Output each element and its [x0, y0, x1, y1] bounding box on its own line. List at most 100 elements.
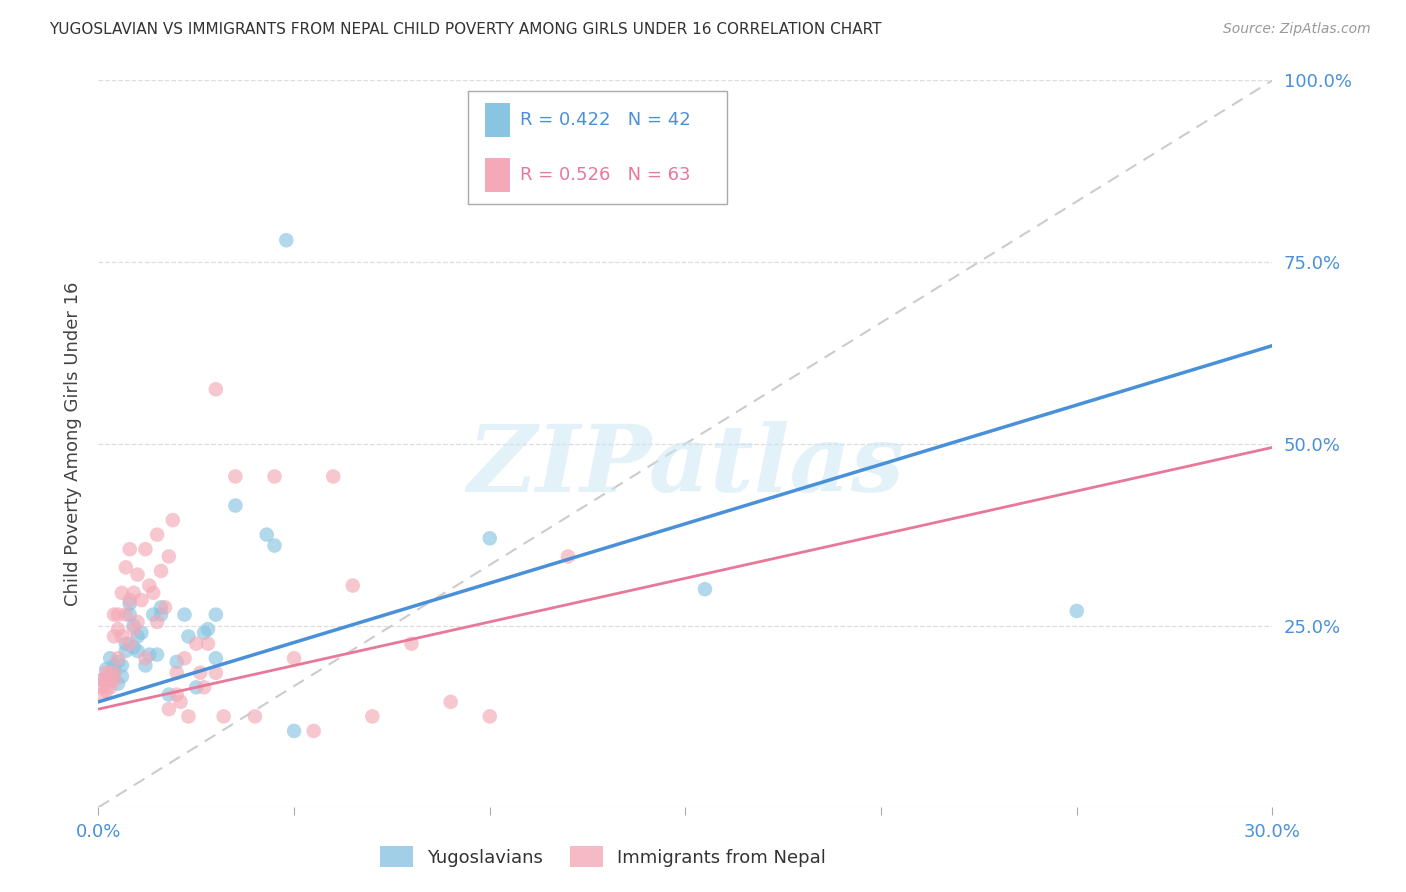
Point — [127, 644, 149, 658]
Point — [131, 625, 153, 640]
Point — [157, 702, 180, 716]
Point — [157, 549, 180, 564]
Point — [361, 709, 384, 723]
Point — [205, 665, 228, 680]
Point — [118, 637, 141, 651]
Point — [177, 709, 200, 723]
Point — [224, 469, 246, 483]
Point — [134, 542, 156, 557]
Point — [162, 513, 184, 527]
Point — [197, 622, 219, 636]
Point — [91, 688, 114, 702]
Point — [118, 593, 141, 607]
Point — [150, 564, 173, 578]
Point — [197, 637, 219, 651]
Point — [693, 582, 716, 597]
Y-axis label: Child Poverty Among Girls Under 16: Child Poverty Among Girls Under 16 — [65, 282, 83, 606]
Point — [401, 637, 423, 651]
Point — [142, 586, 165, 600]
Point — [103, 607, 125, 622]
Point — [322, 469, 344, 483]
Point — [150, 607, 173, 622]
Point — [166, 688, 188, 702]
Point — [98, 651, 121, 665]
Point — [98, 673, 121, 687]
Point — [439, 695, 461, 709]
Point — [131, 593, 153, 607]
Point — [103, 629, 125, 643]
Point — [122, 622, 145, 636]
Text: Source: ZipAtlas.com: Source: ZipAtlas.com — [1223, 22, 1371, 37]
Point — [103, 665, 125, 680]
Point — [114, 607, 136, 622]
Point — [302, 723, 325, 738]
Point — [146, 615, 169, 629]
Point — [150, 600, 173, 615]
Point — [283, 651, 305, 665]
Point — [138, 648, 160, 662]
Point — [243, 709, 266, 723]
Point — [96, 684, 118, 698]
Point — [193, 625, 215, 640]
Point — [205, 607, 228, 622]
Point — [118, 597, 141, 611]
Point — [96, 673, 118, 687]
Point — [118, 542, 141, 557]
Point — [122, 640, 145, 655]
Point — [107, 622, 129, 636]
Point — [146, 648, 169, 662]
Point — [342, 578, 364, 592]
Point — [166, 665, 188, 680]
Point — [103, 658, 125, 673]
Point — [91, 673, 114, 687]
Point — [91, 673, 114, 687]
Point — [224, 499, 246, 513]
Text: ZIPatlas: ZIPatlas — [467, 421, 904, 510]
Point — [283, 723, 305, 738]
Point — [157, 688, 180, 702]
Point — [107, 607, 129, 622]
Point — [114, 644, 136, 658]
Point — [134, 651, 156, 665]
Point — [127, 629, 149, 643]
Point — [478, 531, 501, 545]
Point — [263, 539, 285, 553]
Point — [111, 586, 134, 600]
Point — [114, 560, 136, 574]
Point — [122, 618, 145, 632]
Point — [98, 669, 121, 683]
Point — [142, 607, 165, 622]
Point — [91, 681, 114, 695]
Point — [127, 615, 149, 629]
Legend: Yugoslavians, Immigrants from Nepal: Yugoslavians, Immigrants from Nepal — [373, 839, 834, 874]
Point — [138, 578, 160, 592]
Point — [153, 600, 176, 615]
Point — [134, 658, 156, 673]
Point — [186, 637, 208, 651]
Point — [111, 658, 134, 673]
Point — [276, 233, 298, 247]
Point — [118, 607, 141, 622]
Point — [127, 567, 149, 582]
Text: R = 0.422   N = 42: R = 0.422 N = 42 — [520, 111, 690, 128]
Point — [114, 637, 136, 651]
Point — [107, 676, 129, 690]
Point — [1066, 604, 1088, 618]
Point — [107, 651, 129, 665]
Point — [177, 629, 200, 643]
Text: YUGOSLAVIAN VS IMMIGRANTS FROM NEPAL CHILD POVERTY AMONG GIRLS UNDER 16 CORRELAT: YUGOSLAVIAN VS IMMIGRANTS FROM NEPAL CHI… — [49, 22, 882, 37]
Point — [186, 681, 208, 695]
Point — [107, 655, 129, 669]
Point — [263, 469, 285, 483]
Point — [205, 382, 228, 396]
Point — [173, 651, 195, 665]
Point — [188, 665, 211, 680]
Point — [96, 665, 118, 680]
Point — [212, 709, 235, 723]
Point — [111, 629, 134, 643]
Point — [111, 669, 134, 683]
Point — [146, 527, 169, 541]
Point — [173, 607, 195, 622]
Text: R = 0.526   N = 63: R = 0.526 N = 63 — [520, 166, 690, 185]
Point — [166, 655, 188, 669]
